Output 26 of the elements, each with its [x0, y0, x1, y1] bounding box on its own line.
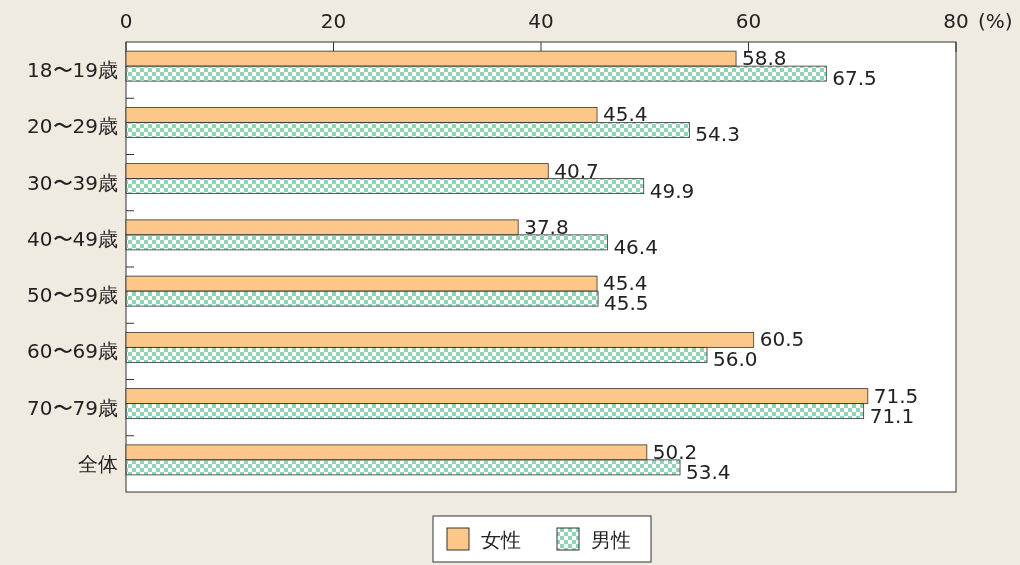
y-tick-label: 60〜69歳	[27, 339, 118, 364]
y-tick-label: 70〜79歳	[27, 395, 118, 420]
data-label: 60.5	[759, 327, 805, 352]
x-tick-label: 20	[320, 9, 347, 33]
y-tick-label: 全体	[78, 451, 118, 476]
legend-label: 男性	[591, 528, 631, 552]
y-tick-label: 30〜39歳	[27, 170, 118, 195]
y-tick-label: 50〜59歳	[27, 283, 118, 308]
data-label: 46.4	[613, 234, 658, 259]
data-label: 40.7	[554, 158, 599, 183]
legend-label: 女性	[481, 528, 521, 552]
x-tick-label: 80	[943, 9, 969, 33]
data-label: 67.5	[832, 66, 877, 91]
x-tick-label: 0	[119, 9, 133, 33]
data-label: 54.3	[695, 122, 740, 147]
y-tick-label: 18〜19歳	[27, 58, 118, 83]
y-tick-label: 20〜29歳	[27, 114, 118, 139]
data-label: 37.8	[524, 214, 569, 239]
data-label: 45.4	[603, 102, 648, 127]
data-label: 58.8	[742, 46, 787, 71]
data-label: 56.0	[713, 347, 758, 372]
x-tick-label: 40	[528, 9, 554, 33]
y-tick-label: 40〜49歳	[27, 226, 118, 251]
data-label: 49.9	[649, 178, 695, 203]
x-axis-title: (%)	[978, 9, 1013, 33]
x-tick-label: 60	[735, 9, 762, 33]
